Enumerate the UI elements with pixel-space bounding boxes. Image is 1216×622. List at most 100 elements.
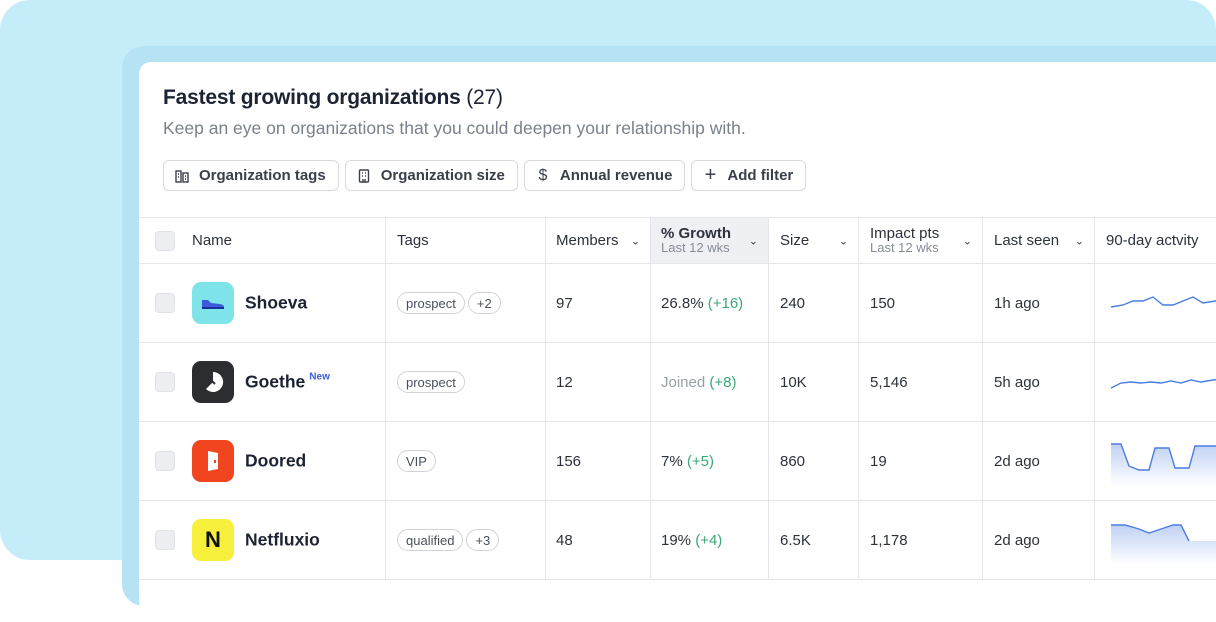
- cell-activity: [1095, 264, 1216, 342]
- org-name[interactable]: Netfluxio: [245, 529, 320, 550]
- table-row[interactable]: Goethe New prospect 12 Joined (+8) 10K 5,…: [139, 343, 1216, 422]
- select-all-checkbox[interactable]: [155, 230, 175, 251]
- filter-label: Organization tags: [199, 167, 326, 184]
- org-name[interactable]: Shoeva: [245, 292, 308, 313]
- last-seen-value: 5h ago: [994, 373, 1040, 391]
- growth-delta: (+5): [686, 452, 714, 470]
- goethe-logo-icon: [192, 361, 234, 403]
- activity-sparkline: [1110, 296, 1216, 308]
- plus-icon: +: [704, 164, 717, 186]
- col-members-label: Members: [556, 232, 619, 249]
- cell-impact: 150: [859, 264, 983, 342]
- tag-chip[interactable]: prospect: [397, 292, 465, 314]
- last-seen-value: 2d ago: [994, 452, 1040, 470]
- cell-members: 156: [546, 422, 651, 500]
- table-header: Name Tags Members ⌄ % Growth Last 12 wks…: [139, 217, 1216, 264]
- tag-chip[interactable]: qualified: [397, 529, 464, 551]
- page-subtitle: Keep an eye on organizations that you co…: [163, 118, 746, 138]
- cell-members: 97: [546, 264, 651, 342]
- cell-size: 10K: [769, 343, 859, 421]
- org-name[interactable]: Goethe New: [245, 371, 330, 392]
- impact-value: 19: [870, 452, 887, 470]
- cell-name: Doored: [139, 422, 386, 500]
- last-seen-value: 1h ago: [994, 294, 1040, 312]
- chevron-down-icon: ⌄: [630, 235, 640, 247]
- cell-impact: 19: [859, 422, 983, 500]
- tags-building-icon: [174, 168, 190, 184]
- row-checkbox[interactable]: [155, 372, 175, 392]
- page-title: Fastest growing organizations (27): [163, 86, 503, 110]
- cell-last-seen: 2d ago: [983, 501, 1095, 579]
- col-header-last-seen[interactable]: Last seen ⌄: [983, 218, 1095, 263]
- col-header-impact[interactable]: Impact pts Last 12 wks ⌄: [859, 218, 983, 263]
- activity-sparkline: [1111, 443, 1216, 486]
- dollar-icon: $: [538, 166, 548, 184]
- cell-growth: Joined (+8): [651, 343, 769, 421]
- col-activity-label: 90-day actvity: [1106, 232, 1199, 249]
- table-row[interactable]: Shoeva prospect +2 97 26.8% (+16) 240 15…: [139, 264, 1216, 343]
- col-impact-label: Impact pts: [870, 224, 940, 242]
- col-header-members[interactable]: Members ⌄: [546, 218, 651, 263]
- cell-name: Goethe New: [139, 343, 386, 421]
- size-value: 240: [780, 294, 806, 312]
- cell-members: 48: [546, 501, 651, 579]
- cell-last-seen: 1h ago: [983, 264, 1095, 342]
- chevron-down-icon: ⌄: [1074, 235, 1084, 247]
- shoe-logo-icon: [192, 282, 234, 324]
- building-icon: [356, 168, 372, 184]
- col-header-activity[interactable]: 90-day actvity: [1095, 218, 1216, 263]
- table-row[interactable]: N Netfluxio qualified +3 48 19% (+4) 6.5…: [139, 501, 1216, 580]
- impact-value: 5,146: [870, 373, 908, 391]
- growth-delta: (+16): [707, 294, 744, 312]
- cell-activity: [1095, 422, 1216, 500]
- row-checkbox[interactable]: [155, 530, 175, 550]
- door-logo-icon: [192, 440, 234, 482]
- cell-size: 6.5K: [769, 501, 859, 579]
- chevron-down-icon: ⌄: [748, 235, 758, 247]
- tag-chip[interactable]: VIP: [397, 450, 436, 472]
- col-header-size[interactable]: Size ⌄: [769, 218, 859, 263]
- cell-name: Shoeva: [139, 264, 386, 342]
- tag-chip[interactable]: prospect: [397, 371, 465, 393]
- growth-delta: (+4): [695, 531, 723, 549]
- filter-label: Annual revenue: [559, 167, 673, 184]
- tag-more-chip[interactable]: +2: [467, 292, 501, 314]
- row-checkbox[interactable]: [155, 451, 175, 471]
- cell-name: N Netfluxio: [139, 501, 386, 579]
- col-header-growth[interactable]: % Growth Last 12 wks ⌄: [651, 218, 769, 263]
- table-row[interactable]: Doored VIP 156 7% (+5) 860 19 2d ago: [139, 422, 1216, 501]
- netfluxio-logo-icon: N: [192, 519, 234, 561]
- cell-tags: prospect +2: [386, 264, 546, 342]
- row-checkbox[interactable]: [155, 293, 175, 313]
- col-header-tags[interactable]: Tags: [386, 218, 546, 263]
- title-text: Fastest growing organizations: [163, 86, 461, 109]
- members-value: 48: [556, 531, 573, 549]
- col-name-label: Name: [192, 232, 233, 249]
- col-impact-sublabel: Last 12 wks: [870, 239, 939, 255]
- cell-size: 860: [769, 422, 859, 500]
- col-header-name[interactable]: Name: [139, 218, 386, 263]
- growth-value: 19%: [661, 531, 692, 549]
- add-filter-button[interactable]: + Add filter: [691, 160, 807, 191]
- cell-impact: 5,146: [859, 343, 983, 421]
- new-badge: New: [309, 371, 330, 383]
- org-name[interactable]: Doored: [245, 450, 307, 471]
- cell-activity: [1095, 501, 1216, 579]
- chevron-down-icon: ⌄: [838, 235, 848, 247]
- size-value: 6.5K: [780, 531, 811, 549]
- filter-annual-revenue[interactable]: $ Annual revenue: [523, 160, 686, 191]
- cell-last-seen: 2d ago: [983, 422, 1095, 500]
- cell-growth: 26.8% (+16): [651, 264, 769, 342]
- filter-organization-size[interactable]: Organization size: [344, 160, 518, 191]
- filter-label: Organization size: [380, 167, 505, 184]
- impact-value: 150: [870, 294, 896, 312]
- cell-members: 12: [546, 343, 651, 421]
- members-value: 97: [556, 294, 573, 312]
- filter-label: Add filter: [727, 167, 794, 184]
- size-value: 860: [780, 452, 806, 470]
- filter-organization-tags[interactable]: Organization tags: [163, 160, 339, 191]
- tag-more-chip[interactable]: +3: [466, 529, 500, 551]
- cell-growth: 19% (+4): [651, 501, 769, 579]
- cell-tags: qualified +3: [386, 501, 546, 579]
- cell-size: 240: [769, 264, 859, 342]
